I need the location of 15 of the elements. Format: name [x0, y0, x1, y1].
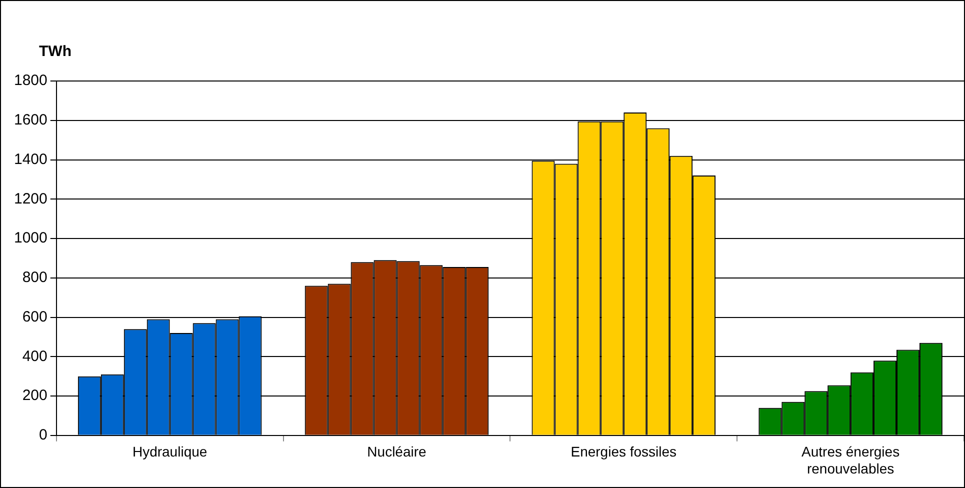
y-tick-label: 200 — [22, 387, 48, 404]
y-tick-label: 1000 — [14, 230, 48, 247]
y-tick-label: 0 — [39, 426, 48, 444]
y-tick-label: 1800 — [14, 72, 48, 90]
y-tick-label: 1600 — [14, 112, 48, 129]
y-tick-label: 600 — [22, 308, 48, 326]
y-tick-label: 1400 — [14, 150, 48, 168]
y-tick-label: 800 — [22, 269, 48, 286]
x-tick-label: Energies fossiles — [570, 444, 677, 460]
y-tick-label: 1200 — [14, 190, 48, 208]
x-tick-label: Nucléaire — [367, 444, 427, 460]
y-axis-title: TWh — [39, 43, 72, 60]
x-tick-label: Hydraulique — [132, 444, 208, 460]
x-tick-label: Autres énergies renouvelables — [802, 444, 900, 476]
y-tick-label: 400 — [22, 348, 48, 365]
